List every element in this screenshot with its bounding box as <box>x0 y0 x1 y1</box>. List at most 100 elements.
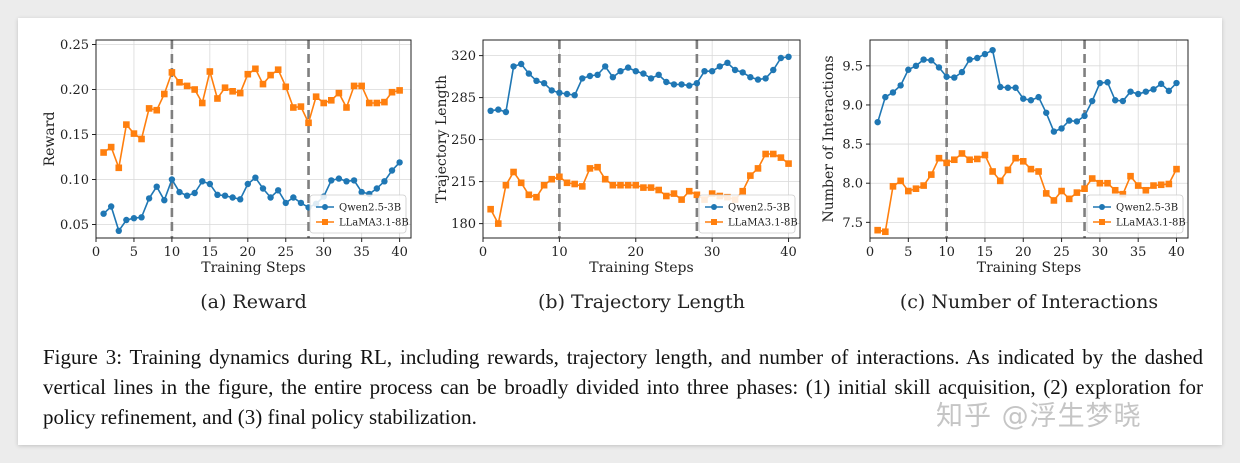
y-tick-label: 0.25 <box>60 38 89 53</box>
data-point <box>624 181 632 189</box>
legend-marker <box>322 219 328 225</box>
x-axis-label: Training Steps <box>977 260 1081 276</box>
data-point <box>199 178 206 185</box>
data-point <box>579 183 586 190</box>
data-point <box>1088 175 1096 182</box>
legend-box <box>309 194 407 234</box>
data-point <box>747 172 754 179</box>
data-point <box>739 69 746 76</box>
subfigure-caption: (a) Reward <box>200 291 307 313</box>
data-point <box>221 84 229 91</box>
data-point <box>905 187 912 195</box>
x-tick-label: 20 <box>1015 245 1032 260</box>
data-point <box>229 194 236 201</box>
y-tick-label: 285 <box>451 91 476 106</box>
x-tick-label: 15 <box>202 245 219 260</box>
data-point <box>1150 86 1157 93</box>
y-tick-label: 0.15 <box>60 128 89 143</box>
data-point <box>365 99 373 107</box>
y-axis-label: Trajectory Length <box>434 75 450 203</box>
data-point <box>206 68 214 75</box>
data-point <box>1104 79 1111 86</box>
data-point <box>571 92 578 99</box>
data-point <box>388 167 396 174</box>
data-point <box>502 108 510 116</box>
data-point <box>168 69 176 76</box>
data-point <box>487 107 494 115</box>
data-point <box>1119 190 1127 198</box>
y-tick-label: 320 <box>451 49 476 64</box>
data-point <box>350 177 358 184</box>
y-tick-label: 7.5 <box>842 216 863 231</box>
data-point <box>1073 189 1081 196</box>
data-point <box>533 193 540 201</box>
data-point <box>396 159 403 166</box>
data-point <box>1157 80 1165 88</box>
x-axis-label: Training Steps <box>201 260 305 276</box>
watermark: 知乎 @浮生梦晓 <box>936 401 1142 432</box>
data-point <box>388 88 396 96</box>
data-point <box>153 106 161 114</box>
y-tick-label: 215 <box>451 175 476 190</box>
data-point <box>716 63 723 70</box>
data-point <box>115 227 122 234</box>
data-point <box>358 82 365 90</box>
x-tick-label: 5 <box>130 245 138 260</box>
data-point <box>123 216 130 224</box>
series-line-llama <box>103 67 400 171</box>
y-tick-label: 0.20 <box>60 83 89 98</box>
data-point <box>928 57 935 64</box>
data-point <box>747 74 754 81</box>
data-point <box>563 179 571 187</box>
y-tick-label: 8.5 <box>842 138 863 153</box>
data-point <box>1027 165 1035 173</box>
x-tick-label: 40 <box>1168 245 1185 260</box>
x-tick-label: 40 <box>391 245 408 260</box>
x-tick-label: 20 <box>627 245 644 260</box>
data-point <box>966 56 973 63</box>
data-point <box>670 190 678 197</box>
x-tick-label: 10 <box>938 245 955 260</box>
x-tick-label: 25 <box>277 245 294 260</box>
data-point <box>632 68 639 75</box>
data-point <box>685 187 693 195</box>
data-point <box>282 83 290 91</box>
data-point <box>343 178 350 185</box>
data-point <box>1019 158 1027 165</box>
data-point <box>1073 118 1081 125</box>
data-point <box>1042 190 1050 197</box>
data-point <box>1165 87 1173 95</box>
data-point <box>974 54 981 62</box>
series-line-llama <box>877 152 1178 233</box>
data-point <box>107 143 115 151</box>
data-point <box>1104 179 1111 187</box>
data-point <box>1012 84 1019 91</box>
legend-label: Qwen2.5-3B <box>728 203 790 214</box>
data-point <box>138 214 145 221</box>
data-point <box>176 188 183 196</box>
data-point <box>328 177 335 184</box>
data-point <box>259 185 267 192</box>
data-point <box>1004 84 1012 91</box>
y-tick-label: 180 <box>451 217 476 232</box>
legend-marker <box>1099 204 1105 210</box>
data-point <box>1111 186 1119 194</box>
data-point <box>274 66 282 73</box>
legend: Qwen2.5-3B LLaMA3.1-8B <box>698 194 798 234</box>
data-point <box>1035 168 1042 175</box>
x-tick-label: 25 <box>1053 245 1070 260</box>
data-point <box>617 68 624 75</box>
figure-page: 0 5 10 15 20 25 30 35 40 0.05 0.10 0.15 0.20 0.25 Trai… <box>18 18 1222 445</box>
data-point <box>640 184 647 191</box>
data-point <box>350 82 358 90</box>
data-point <box>897 177 904 185</box>
y-tick-label: 8.0 <box>842 177 863 192</box>
data-point <box>882 228 889 236</box>
legend-marker <box>322 204 328 210</box>
data-point <box>739 187 747 195</box>
data-point <box>1050 128 1058 135</box>
x-tick-label: 15 <box>977 245 994 260</box>
legend-label: LLaMA3.1-8B <box>1116 218 1186 229</box>
data-point <box>928 171 935 178</box>
legend-marker <box>711 204 717 210</box>
